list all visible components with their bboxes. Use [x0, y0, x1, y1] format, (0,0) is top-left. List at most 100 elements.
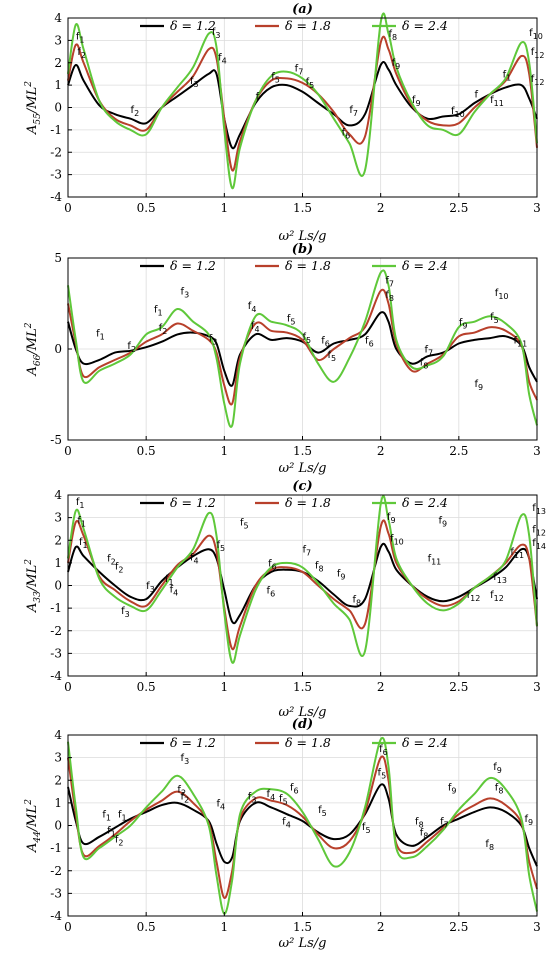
- peak-label: f6: [267, 585, 276, 598]
- peak-label: f8: [420, 828, 429, 841]
- legend-label-2: δ = 1.8: [285, 735, 331, 750]
- y-tick-label: 1: [54, 796, 62, 810]
- x-tick-label: 1.5: [293, 201, 312, 215]
- peak-label: f7: [349, 105, 358, 118]
- peak-label: f11: [490, 95, 504, 108]
- series-line-1: [67, 61, 538, 150]
- y-tick-label: -3: [50, 646, 62, 660]
- peak-label: f8: [385, 290, 394, 303]
- peak-label: f5: [287, 314, 296, 327]
- x-tick-label: 3: [533, 201, 541, 215]
- x-tick-label: 1: [221, 444, 229, 458]
- chart-title: (a): [292, 2, 313, 17]
- series-line-2: [67, 519, 538, 651]
- y-tick-label: -1: [50, 601, 62, 615]
- x-tick-label: 0.5: [137, 680, 156, 694]
- y-tick-label: 0: [54, 819, 62, 833]
- x-tick-label: 2.5: [449, 920, 468, 934]
- peak-label: f9: [459, 317, 468, 330]
- y-tick-label: -4: [50, 909, 62, 923]
- y-tick-label: 2: [54, 533, 62, 547]
- x-tick-label: 2: [377, 680, 385, 694]
- x-tick-label: 1: [221, 680, 229, 694]
- peak-label: f9: [474, 379, 483, 392]
- x-tick-label: 0: [64, 680, 72, 694]
- peak-label: f2: [107, 554, 116, 567]
- y-tick-label: 0: [54, 579, 62, 593]
- chart-panel-4: 0 0.5 1 1.5 2 2.5 3 -4 -3 -2 -1 0 1 2 3 4 (d) ω² Ls/g A44/…: [24, 717, 541, 951]
- legend-label-3: δ = 2.4: [402, 735, 448, 750]
- y-tick-label: -3: [50, 168, 62, 182]
- peak-label: f10: [390, 533, 404, 546]
- series-line-3: [67, 269, 538, 428]
- x-axis-label: ω² Ls/g: [279, 936, 327, 951]
- x-tick-label: 1.5: [293, 444, 312, 458]
- peak-label: f5: [303, 332, 312, 345]
- peak-label: f2: [77, 47, 86, 60]
- y-tick-label: -1: [50, 123, 62, 137]
- peak-label: f5: [240, 518, 249, 531]
- peak-label: f1: [102, 810, 111, 823]
- x-axis-label: ω² Ls/g: [279, 229, 327, 244]
- chart-title: (c): [292, 479, 312, 494]
- y-tick-label: 3: [54, 511, 62, 525]
- chart-panel-3: 0 0.5 1 1.5 2 2.5 3 -4 -3 -2 -1 0 1 2 3 4 (c) ω² Ls/g A33/…: [24, 479, 546, 720]
- peak-label: f1: [165, 574, 174, 587]
- peak-label: f8: [388, 29, 397, 42]
- peak-label: f4: [267, 789, 276, 802]
- legend-label-3: δ = 2.4: [402, 495, 448, 510]
- peak-label: f5: [490, 312, 499, 325]
- peak-label: f9: [412, 95, 421, 108]
- y-tick-label: 2: [54, 773, 62, 787]
- x-tick-label: 1: [221, 201, 229, 215]
- legend-label-2: δ = 1.8: [285, 495, 331, 510]
- peak-label: f13: [493, 572, 507, 585]
- legend-label-2: δ = 1.8: [285, 18, 331, 33]
- peak-label: f: [474, 89, 478, 100]
- peak-label: f6: [290, 782, 299, 795]
- y-tick-label: -2: [50, 624, 62, 638]
- peak-label: f6: [268, 558, 277, 571]
- peak-label: f8: [495, 782, 504, 795]
- legend-label-3: δ = 2.4: [402, 18, 448, 33]
- peak-label: f7: [303, 545, 312, 558]
- peak-label: f3: [209, 334, 218, 347]
- peak-label: f3: [146, 581, 155, 594]
- peak-label: f7: [424, 345, 433, 358]
- peak-label: f2: [159, 323, 168, 336]
- chart-panel-1: 0 0.5 1 1.5 2 2.5 3 -4 -3 -2 -1 0 1 2 3 4 (a) ω² Ls/g A55/…: [24, 2, 544, 244]
- peak-label: f9: [524, 814, 533, 827]
- legend-label-1: δ = 1.2: [170, 735, 216, 750]
- peak-label: f1: [79, 537, 88, 550]
- y-tick-label: 5: [54, 251, 62, 265]
- peak-label: f4: [217, 798, 226, 811]
- peak-label: f2: [127, 341, 136, 354]
- peak-label: f1: [77, 515, 86, 528]
- peak-label: f3: [121, 606, 130, 619]
- x-axis-label: ω² Ls/g: [279, 705, 327, 720]
- peak-label: f4: [190, 553, 199, 566]
- y-tick-label: 4: [54, 488, 62, 502]
- series-line-1: [67, 311, 538, 387]
- peak-label: f7: [440, 816, 449, 829]
- series-line-1: [67, 783, 538, 867]
- y-axis-label: A55/ML2: [24, 81, 43, 135]
- x-tick-label: 0.5: [137, 920, 156, 934]
- x-tick-label: 1.5: [293, 680, 312, 694]
- peak-label: f8: [415, 816, 424, 829]
- y-tick-label: 1: [54, 78, 62, 92]
- peak-label: f9: [493, 762, 502, 775]
- peak-label: f2: [115, 562, 124, 575]
- peak-label: f3: [190, 76, 199, 89]
- peak-label: f9: [387, 512, 396, 525]
- peak-label: f6: [321, 336, 330, 349]
- x-tick-label: 2: [377, 201, 385, 215]
- peak-label: f3: [181, 286, 190, 299]
- x-axis-label: ω² Ls/g: [279, 461, 327, 476]
- peak-label: f: [256, 92, 260, 103]
- series-line-1: [67, 542, 538, 625]
- x-tick-label: 0: [64, 201, 72, 215]
- peak-label: f10: [451, 106, 465, 119]
- y-tick-label: 4: [54, 728, 62, 742]
- y-tick-label: 3: [54, 751, 62, 765]
